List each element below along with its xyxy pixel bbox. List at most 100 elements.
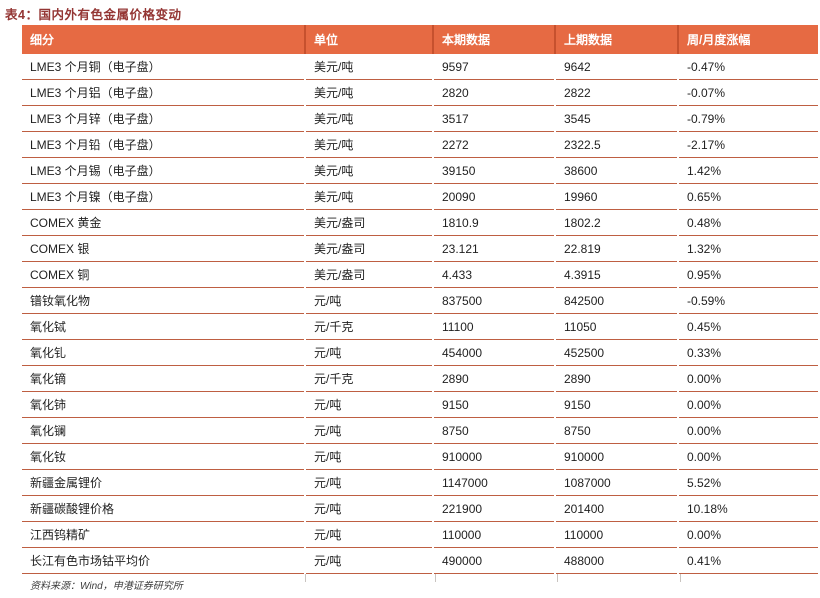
cell-previous-value: 11050	[555, 313, 679, 340]
cell-current-value: 9150	[433, 391, 556, 418]
column-header-change: 周/月度涨幅	[678, 25, 818, 54]
cell-current-value: 837500	[433, 287, 556, 314]
cell-category: 镨钕氧化物	[22, 287, 306, 314]
cell-change-percent: 0.33%	[678, 339, 818, 366]
cell-category: 氧化钕	[22, 443, 306, 470]
cell-current-value: 8750	[433, 417, 556, 444]
cell-current-value: 2820	[433, 79, 556, 106]
cell-previous-value: 842500	[555, 287, 679, 314]
table-row: LME3 个月锌（电子盘） 美元/吨 3517 3545 -0.79%	[22, 105, 818, 132]
cell-change-percent: 5.52%	[678, 469, 818, 496]
cell-previous-value: 9642	[555, 54, 679, 80]
cell-category: COMEX 银	[22, 235, 306, 262]
cell-unit: 元/吨	[305, 443, 434, 470]
metal-price-table: 细分 单位 本期数据 上期数据 周/月度涨幅 LME3 个月铜（电子盘） 美元/吨…	[22, 25, 818, 574]
cell-current-value: 110000	[433, 521, 556, 548]
cell-category: LME3 个月铅（电子盘）	[22, 131, 306, 158]
cell-category: 氧化镝	[22, 365, 306, 392]
cell-current-value: 23.121	[433, 235, 556, 262]
cell-previous-value: 8750	[555, 417, 679, 444]
cell-current-value: 910000	[433, 443, 556, 470]
cell-change-percent: 1.32%	[678, 235, 818, 262]
cell-previous-value: 1087000	[555, 469, 679, 496]
cell-category: 氧化镧	[22, 417, 306, 444]
table-row: 江西钨精矿 元/吨 110000 110000 0.00%	[22, 521, 818, 548]
cell-current-value: 4.433	[433, 261, 556, 288]
cell-category: 氧化钆	[22, 339, 306, 366]
cell-category: LME3 个月铝（电子盘）	[22, 79, 306, 106]
cell-unit: 元/千克	[305, 365, 434, 392]
cell-change-percent: 0.65%	[678, 183, 818, 210]
column-divider-tick	[435, 574, 436, 582]
cell-change-percent: -0.07%	[678, 79, 818, 106]
table-row: COMEX 铜美元/盎司 4.433 4.3915 0.95%	[22, 261, 818, 288]
table-header: 细分 单位 本期数据 上期数据 周/月度涨幅	[22, 25, 818, 54]
cell-previous-value: 488000	[555, 547, 679, 574]
cell-change-percent: -0.79%	[678, 105, 818, 132]
cell-category: 氧化铈	[22, 391, 306, 418]
cell-category: 新疆金属锂价	[22, 469, 306, 496]
column-divider-tick	[680, 574, 681, 582]
cell-current-value: 490000	[433, 547, 556, 574]
table-row: LME3 个月铝（电子盘） 美元/吨 2820 2822 -0.07%	[22, 79, 818, 106]
table-row: 氧化铈 元/吨 9150 9150 0.00%	[22, 391, 818, 418]
cell-unit: 元/吨	[305, 417, 434, 444]
table-row: 氧化钆 元/吨 454000 452500 0.33%	[22, 339, 818, 366]
cell-category: COMEX 铜	[22, 261, 306, 288]
cell-current-value: 454000	[433, 339, 556, 366]
cell-change-percent: -0.59%	[678, 287, 818, 314]
table-row: LME3 个月铜（电子盘） 美元/吨 9597 9642 -0.47%	[22, 54, 818, 80]
cell-change-percent: 0.00%	[678, 521, 818, 548]
table-row: 氧化镝 元/千克 2890 2890 0.00%	[22, 365, 818, 392]
cell-unit: 元/吨	[305, 287, 434, 314]
column-header-previous: 上期数据	[555, 25, 679, 54]
cell-unit: 美元/吨	[305, 79, 434, 106]
cell-current-value: 11100	[433, 313, 556, 340]
cell-previous-value: 3545	[555, 105, 679, 132]
cell-current-value: 20090	[433, 183, 556, 210]
cell-unit: 美元/盎司	[305, 209, 434, 236]
cell-unit: 元/吨	[305, 547, 434, 574]
column-divider-tick	[557, 574, 558, 582]
cell-unit: 元/吨	[305, 339, 434, 366]
column-header-category: 细分	[22, 25, 306, 54]
cell-previous-value: 2890	[555, 365, 679, 392]
cell-change-percent: 10.18%	[678, 495, 818, 522]
cell-change-percent: 0.95%	[678, 261, 818, 288]
cell-category: 新疆碳酸锂价格	[22, 495, 306, 522]
table-row: 新疆碳酸锂价格 元/吨 221900 201400 10.18%	[22, 495, 818, 522]
table-row: COMEX 黄金 美元/盎司 1810.9 1802.2 0.48%	[22, 209, 818, 236]
cell-current-value: 221900	[433, 495, 556, 522]
cell-unit: 美元/吨	[305, 105, 434, 132]
cell-previous-value: 38600	[555, 157, 679, 184]
table-row: LME3 个月镍（电子盘） 美元/吨 20090 19960 0.65%	[22, 183, 818, 210]
cell-current-value: 2272	[433, 131, 556, 158]
table-row: LME3 个月锡（电子盘） 美元/吨 39150 38600 1.42%	[22, 157, 818, 184]
table-row: 新疆金属锂价 元/吨 1147000 1087000 5.52%	[22, 469, 818, 496]
cell-unit: 美元/吨	[305, 157, 434, 184]
table-row: 氧化镧 元/吨 8750 8750 0.00%	[22, 417, 818, 444]
cell-change-percent: 0.45%	[678, 313, 818, 340]
cell-current-value: 2890	[433, 365, 556, 392]
cell-previous-value: 910000	[555, 443, 679, 470]
cell-category: 长江有色市场钴平均价	[22, 547, 306, 574]
cell-current-value: 3517	[433, 105, 556, 132]
table-row: LME3 个月铅（电子盘） 美元/吨 2272 2322.5 -2.17%	[22, 131, 818, 158]
cell-previous-value: 19960	[555, 183, 679, 210]
cell-previous-value: 452500	[555, 339, 679, 366]
cell-previous-value: 9150	[555, 391, 679, 418]
table-row: 氧化钕 元/吨 910000 910000 0.00%	[22, 443, 818, 470]
column-header-current: 本期数据	[433, 25, 556, 54]
cell-unit: 元/吨	[305, 469, 434, 496]
cell-current-value: 39150	[433, 157, 556, 184]
cell-current-value: 1147000	[433, 469, 556, 496]
table-body: LME3 个月铜（电子盘） 美元/吨 9597 9642 -0.47% LME3 个月铝（…	[22, 54, 818, 574]
cell-category: 氧化铽	[22, 313, 306, 340]
data-source-note: 资料来源：Wind，申港证券研究所	[30, 581, 183, 592]
cell-previous-value: 1802.2	[555, 209, 679, 236]
cell-category: 江西钨精矿	[22, 521, 306, 548]
column-divider-tick	[305, 574, 306, 582]
cell-previous-value: 201400	[555, 495, 679, 522]
cell-current-value: 9597	[433, 54, 556, 80]
cell-change-percent: 0.48%	[678, 209, 818, 236]
